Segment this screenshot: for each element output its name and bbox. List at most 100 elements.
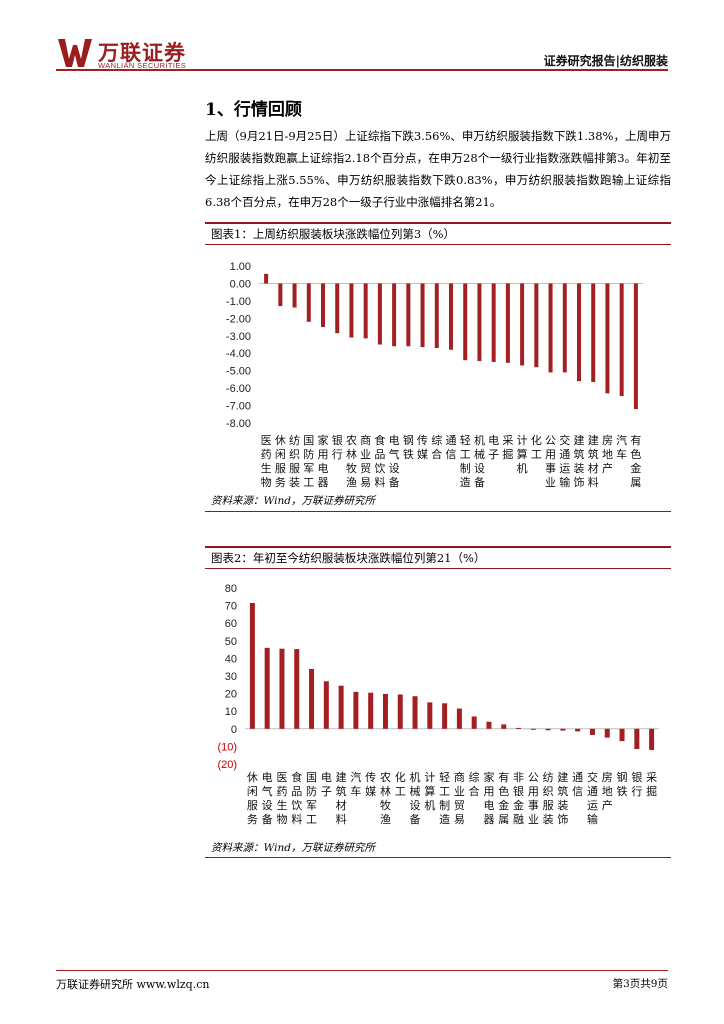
chart1-category-label: 筑 [588, 447, 599, 461]
chart2-category-label: 算 [424, 784, 435, 798]
chart1-bar [278, 283, 283, 307]
chart2-category-label: 林 [380, 784, 391, 798]
chart1-category-label: 生 [261, 461, 272, 475]
chart1-category-label: 闲 [275, 447, 286, 461]
chart1-bottom-line [205, 511, 671, 512]
chart1-category-label: 林 [346, 447, 357, 461]
chart2-bar [486, 721, 492, 729]
chart2-category-label: 铁 [617, 785, 628, 798]
chart2-bar [397, 694, 403, 729]
chart2-container: 图表2：年初至今纺织服装板块涨跌幅位列第21（%） 80 70 60 50 40 30 20… [205, 546, 671, 858]
chart2-ytick-label: 80 [225, 583, 237, 595]
chart2-bar [589, 728, 595, 735]
chart2-category-label: 通 [587, 785, 598, 798]
chart1-category-label: 制 [460, 462, 471, 475]
chart1-bar [534, 283, 539, 368]
chart2-category-label: 事 [528, 799, 539, 812]
chart2-category-label: 采 [646, 771, 657, 784]
chart1-category-label: 物 [261, 475, 272, 489]
chart1-category-label: 务 [275, 476, 286, 489]
chart1-category-label: 属 [630, 476, 641, 489]
chart2-category-label: 掘 [646, 784, 657, 798]
chart1-ytick-label: -2.00 [226, 313, 251, 325]
chart1-category-label: 易 [360, 476, 371, 489]
chart2-category-label: 电 [262, 771, 273, 784]
chart2-ytick-label: 40 [225, 653, 237, 665]
chart2-category-label: 牧 [380, 798, 391, 812]
chart2-category-label: 医 [276, 771, 287, 784]
chart1-category-label: 子 [488, 448, 499, 461]
chart2-category-label: 建 [336, 770, 347, 784]
footer-divider [56, 970, 668, 971]
chart1-category-label: 通 [446, 434, 457, 447]
chart2-bar [338, 685, 344, 729]
chart1-bar [548, 283, 553, 373]
chart2-bar [456, 708, 462, 729]
chart2-category-label: 贸 [454, 799, 465, 812]
chart2-category-label: 非 [513, 771, 524, 784]
chart2-ytick-label: (10) [217, 741, 237, 753]
chart1-ytick-label: -4.00 [226, 348, 251, 360]
chart1-category-label: 信 [446, 448, 457, 461]
chart1-category-label: 综 [431, 433, 442, 447]
chart1-category-label: 服 [275, 462, 286, 475]
chart2-category-label: 轻 [439, 770, 450, 784]
chart2-category-label: 筑 [336, 784, 347, 798]
chart2-category-label: 融 [513, 813, 524, 826]
chart2-category-label: 军 [306, 799, 317, 812]
chart2-category-label: 合 [469, 784, 480, 798]
chart2-bottom-line [205, 857, 671, 858]
chart2-bar [309, 668, 315, 729]
chart2-category-label: 设 [262, 799, 273, 812]
chart2-bar [604, 728, 610, 738]
chart2-bar [575, 728, 581, 732]
chart1-category-label: 汽 [616, 433, 627, 447]
chart1-category-label: 建 [588, 433, 599, 447]
report-type-label: 证券研究报告|纺织服装 [543, 54, 668, 68]
chart2-category-label: 机 [424, 798, 435, 812]
chart1-category-label: 地 [602, 448, 613, 461]
chart2-category-label: 防 [306, 784, 317, 798]
chart1-bar [406, 283, 411, 347]
chart2-category-label: 行 [631, 785, 642, 798]
chart1-category-label: 贸 [360, 462, 371, 475]
chart2-category-label: 物 [276, 812, 287, 826]
chart1-bar [363, 283, 368, 339]
chart2-category-label: 服 [247, 799, 258, 812]
chart2-bar [516, 727, 522, 729]
chart1-ytick-label: -5.00 [226, 366, 251, 378]
chart1-bar [562, 283, 567, 373]
chart1-category-label: 机 [517, 461, 528, 475]
chart1-bar [491, 283, 496, 362]
chart1-category-label: 纺 [289, 433, 300, 447]
chart2-bar [560, 728, 566, 731]
chart1-ytick-label: 0.00 [230, 278, 251, 290]
chart2-ytick-label: 50 [225, 636, 237, 648]
chart1-bar [605, 283, 610, 394]
chart2-bar [545, 728, 551, 731]
chart2-bar [382, 693, 388, 729]
chart1-category-label: 工 [460, 448, 471, 461]
chart2-category-label: 国 [306, 771, 317, 784]
header-divider [56, 69, 668, 71]
chart1-category-label: 轻 [460, 433, 471, 447]
chart1-bar [591, 283, 596, 383]
chart1-category-label: 商 [360, 433, 371, 447]
chart1-category-label: 用 [318, 448, 329, 461]
chart1-ytick-label: -1.00 [226, 296, 251, 308]
chart1-category-label: 牧 [346, 461, 357, 475]
chart1-bar [392, 283, 397, 347]
chart1-ytick-label: -3.00 [226, 331, 251, 343]
chart1-bar [577, 283, 581, 382]
chart1-category-label: 建 [574, 433, 585, 447]
chart2-source: 资料来源：Wind，万联证券研究所 [211, 842, 375, 854]
chart1-category-label: 机 [474, 433, 485, 447]
chart2-ytick-label: 60 [225, 618, 237, 630]
chart1-category-label: 织 [289, 448, 300, 461]
chart1-category-label: 料 [588, 475, 599, 489]
chart1-category-label: 饮 [374, 462, 385, 475]
chart2-category-label: 织 [543, 785, 554, 798]
chart2-category-label: 银 [513, 784, 524, 798]
chart1-category-label: 食 [374, 433, 385, 447]
chart1-bar [505, 283, 510, 363]
